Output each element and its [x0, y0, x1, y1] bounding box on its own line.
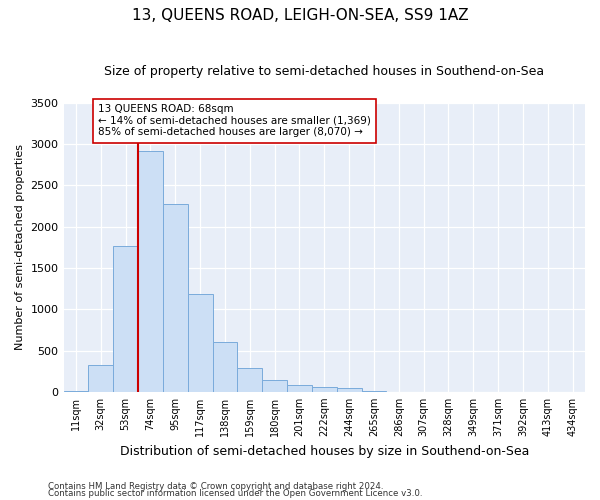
Bar: [64, 391, 88, 392]
Text: Contains public sector information licensed under the Open Government Licence v3: Contains public sector information licen…: [48, 490, 422, 498]
Bar: [163, 204, 188, 392]
Bar: [362, 391, 386, 392]
X-axis label: Distribution of semi-detached houses by size in Southend-on-Sea: Distribution of semi-detached houses by …: [119, 444, 529, 458]
Bar: [138, 150, 163, 392]
Bar: [312, 388, 337, 392]
Bar: [113, 246, 138, 392]
Y-axis label: Number of semi-detached properties: Number of semi-detached properties: [15, 144, 25, 350]
Title: Size of property relative to semi-detached houses in Southend-on-Sea: Size of property relative to semi-detach…: [104, 65, 544, 78]
Bar: [238, 368, 262, 392]
Text: 13 QUEENS ROAD: 68sqm
← 14% of semi-detached houses are smaller (1,369)
85% of s: 13 QUEENS ROAD: 68sqm ← 14% of semi-deta…: [98, 104, 371, 138]
Bar: [212, 342, 238, 392]
Bar: [287, 385, 312, 392]
Text: 13, QUEENS ROAD, LEIGH-ON-SEA, SS9 1AZ: 13, QUEENS ROAD, LEIGH-ON-SEA, SS9 1AZ: [131, 8, 469, 22]
Bar: [337, 388, 362, 392]
Bar: [262, 380, 287, 392]
Bar: [188, 294, 212, 392]
Text: Contains HM Land Registry data © Crown copyright and database right 2024.: Contains HM Land Registry data © Crown c…: [48, 482, 383, 491]
Bar: [88, 366, 113, 392]
